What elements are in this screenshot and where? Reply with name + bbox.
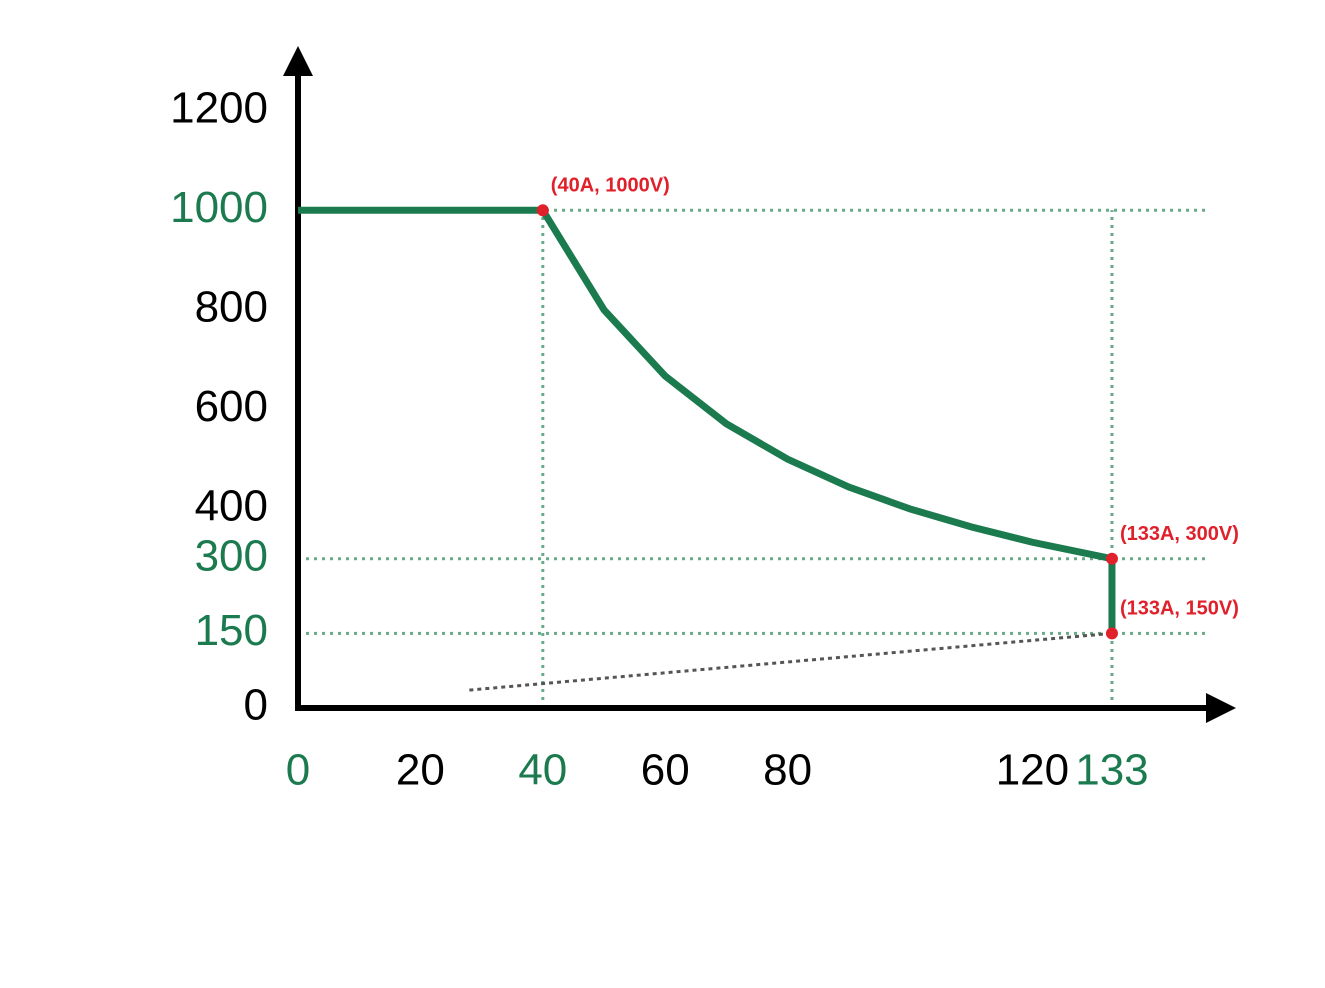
y-tick-label: 300 (195, 531, 268, 580)
x-tick-label: 120 (996, 746, 1069, 795)
y-tick-label: 0 (244, 681, 268, 730)
x-tick-label: 80 (763, 746, 812, 795)
y-tick-label: 150 (195, 606, 268, 655)
annotation-label: (133A, 300V) (1120, 523, 1239, 545)
reference-lines (298, 208, 1205, 708)
annotation-point (1105, 627, 1118, 640)
y-tick-label: 600 (195, 382, 268, 431)
x-tick-label: 60 (641, 746, 690, 795)
x-tick-label: 133 (1075, 746, 1148, 795)
y-tick-label: 1200 (170, 83, 268, 132)
series-line (469, 631, 1113, 692)
y-tick-label: 800 (195, 282, 268, 331)
y-tick-label: 1000 (170, 183, 268, 232)
annotation-point (536, 204, 549, 217)
annotation-label: (133A, 150V) (1120, 598, 1239, 620)
x-tick-label: 0 (286, 746, 310, 795)
annotation-label: (40A, 1000V) (551, 175, 670, 197)
x-tick-label: 20 (396, 746, 445, 795)
x-tick-label: 40 (518, 746, 567, 795)
series-line (298, 206, 1116, 634)
y-tick-label: 400 (195, 482, 268, 531)
annotation-point (1105, 552, 1118, 565)
